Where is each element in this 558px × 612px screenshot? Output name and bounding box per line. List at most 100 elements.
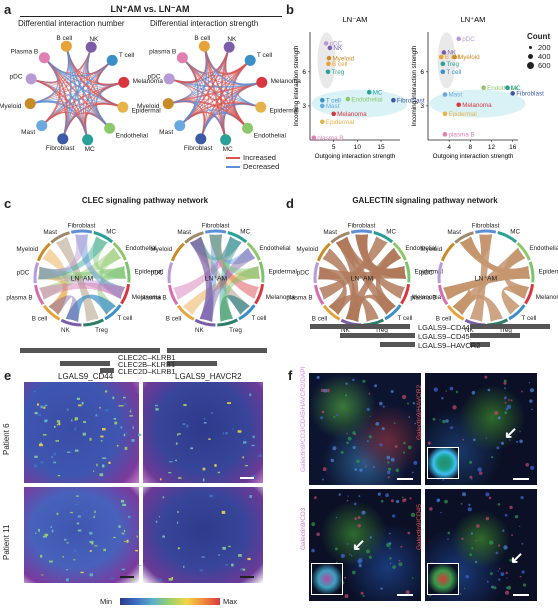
cell-nucleus <box>387 467 392 471</box>
scatter-point-label: T cell <box>326 97 341 104</box>
chord-sector-arc <box>322 304 341 321</box>
expression-hotspot <box>56 420 61 423</box>
expression-hotspot <box>169 461 173 463</box>
scatter-point <box>326 61 331 67</box>
cell-nucleus <box>402 394 407 400</box>
cell-nucleus <box>442 419 446 424</box>
cell-nucleus <box>390 457 395 462</box>
chord-sector-label: plasma B <box>410 295 436 302</box>
cell-nucleus <box>361 510 366 515</box>
expression-hotspot <box>128 516 131 518</box>
expression-hotspot <box>102 464 105 468</box>
expression-hotspot <box>129 410 132 413</box>
cell-node-melanoma <box>256 76 268 88</box>
chord-link <box>209 234 260 300</box>
cell-nucleus <box>326 388 330 393</box>
cell-node-label: Fibroblast <box>46 145 75 152</box>
chord-link <box>220 295 250 322</box>
chord-sector-arc <box>438 284 449 306</box>
expression-hotspot <box>214 464 217 467</box>
panel-a-title-rule <box>20 16 282 17</box>
chord-link <box>182 266 260 316</box>
cell-nucleus <box>502 529 505 532</box>
cell-nucleus <box>330 458 334 463</box>
scatter-point <box>320 97 325 103</box>
y-tick-label: 6 <box>420 69 424 76</box>
expression-hotspot <box>154 404 158 407</box>
spatial-map-p11-cd44 <box>24 487 139 583</box>
scatter-point-label: Epidermal <box>448 111 476 118</box>
expression-hotspot <box>85 509 88 512</box>
scale-bar-p6 <box>240 477 254 479</box>
cell-nucleus <box>334 547 338 551</box>
cell-nucleus <box>311 522 316 527</box>
cell-nucleus <box>358 564 362 568</box>
scale-bar-p11 <box>120 576 134 578</box>
cell-nucleus <box>500 572 505 576</box>
cell-nucleus <box>316 532 320 537</box>
cell-nucleus <box>485 437 487 439</box>
count-dot-600 <box>527 62 534 69</box>
y-tick-label: 6 <box>302 69 306 76</box>
panel-d-chord-lnneg: Fibroblast MC Endothelial Epidermal Melanoma… <box>286 223 443 335</box>
scatter-title: LN⁻AM <box>343 15 368 24</box>
expression-hotspot <box>89 573 93 577</box>
expression-hotspot <box>55 440 59 442</box>
chord-sector-arc <box>120 283 131 305</box>
cell-nucleus <box>432 417 436 421</box>
chord-sector-label: MC <box>240 228 250 235</box>
cell-nucleus <box>372 466 375 468</box>
chord-link <box>75 234 126 300</box>
cell-nucleus <box>323 388 327 393</box>
cell-node-nk <box>85 41 97 53</box>
chord-link <box>199 234 222 322</box>
scatter-point-label: T cell <box>446 69 461 76</box>
panel-a-title: LN⁺AM vs. LN⁻AM <box>110 4 190 14</box>
chord-link <box>38 266 67 316</box>
expression-hotspot <box>124 540 126 543</box>
chord-center-label: LN⁺AM <box>205 276 228 283</box>
expression-hotspot <box>104 409 109 412</box>
cell-node-myeloid <box>24 98 36 110</box>
cell-nucleus <box>484 375 488 379</box>
chord-link <box>173 236 242 300</box>
cell-nucleus <box>354 468 358 471</box>
expression-hotspot <box>121 532 125 535</box>
cell-nucleus <box>505 407 509 411</box>
y-tick-label: 3 <box>302 103 306 110</box>
cell-node-t-cell <box>244 54 256 66</box>
cell-nucleus <box>491 456 494 459</box>
chord-sector-arc <box>168 284 179 306</box>
chord-sector-arc <box>112 242 127 261</box>
expression-hotspot <box>125 431 128 434</box>
cell-nucleus <box>436 498 440 503</box>
expression-hotspot <box>39 442 42 445</box>
expression-hotspot <box>120 499 125 503</box>
cell-nucleus <box>461 537 464 540</box>
cell-nucleus <box>347 495 349 497</box>
cell-node-label: Fibroblast <box>184 145 213 152</box>
colorbar-max-label: Max <box>223 597 238 606</box>
cell-nucleus <box>389 557 392 560</box>
cell-nucleus <box>336 561 338 564</box>
cell-nucleus <box>386 542 391 548</box>
x-tick-label: 12 <box>488 144 496 151</box>
chord-link <box>92 236 126 279</box>
expression-hotspot <box>175 459 177 462</box>
chord-sector-arc <box>60 318 82 327</box>
scatter-point-label: B cell <box>332 61 347 68</box>
cell-nucleus <box>500 441 505 445</box>
cell-nucleus <box>497 503 501 506</box>
cell-nucleus <box>460 503 463 505</box>
cell-nucleus <box>493 586 497 590</box>
expression-hotspot <box>124 402 127 406</box>
expression-hotspot <box>91 542 94 545</box>
chord-sector-arc <box>316 242 331 262</box>
chord-sector-arc <box>176 304 195 321</box>
cell-nucleus <box>447 538 449 540</box>
cell-nucleus <box>389 547 391 550</box>
scatter-point-label: MC <box>511 85 521 92</box>
expression-hotspot <box>53 452 56 456</box>
cell-nucleus <box>369 415 371 418</box>
cell-nucleus <box>408 416 411 418</box>
